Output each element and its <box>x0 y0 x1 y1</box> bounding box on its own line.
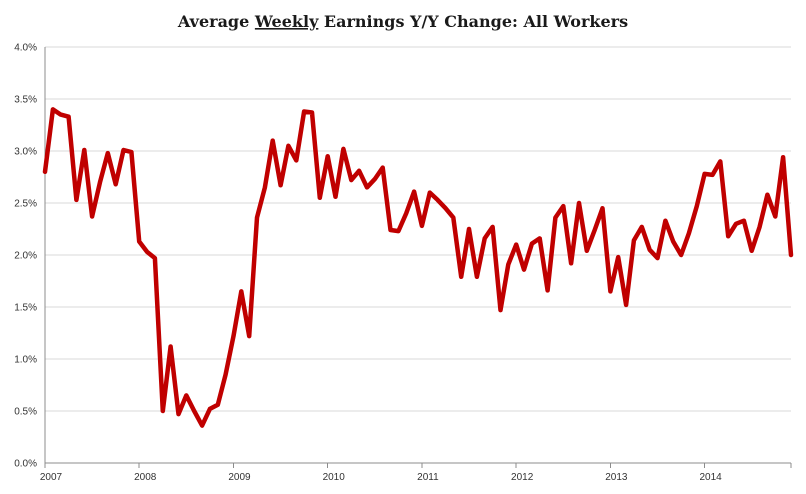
y-tick-label: 2.5% <box>14 199 37 210</box>
y-tick-label: 3.5% <box>14 95 37 106</box>
y-axis-tick-labels: 0.0% 0.5% 1.0% 1.5% 2.0% 2.5% 3.0% 3.5% 4.0% <box>14 43 37 470</box>
chart-title: Average Weekly Earnings Y/Y Change: All … <box>177 12 628 31</box>
y-tick-label: 3.0% <box>14 147 37 158</box>
title-suffix: Earnings Y/Y Change: All Workers <box>318 12 628 31</box>
x-tick-label: 2013 <box>605 472 628 483</box>
y-tick-label: 4.0% <box>14 43 37 54</box>
series-lines <box>42 107 794 428</box>
x-tick-label: 2012 <box>511 472 534 483</box>
title-prefix: Average <box>177 12 255 31</box>
y-tick-label: 0.5% <box>14 407 37 418</box>
x-tick-label: 2008 <box>134 472 157 483</box>
x-tick-label: 2014 <box>699 472 722 483</box>
x-tick-label: 2011 <box>417 472 439 483</box>
y-tick-label: 0.0% <box>14 459 37 470</box>
y-tick-label: 1.0% <box>14 355 37 366</box>
y-tick-label: 1.5% <box>14 303 37 314</box>
y-tick-label: 2.0% <box>14 251 37 262</box>
axes <box>44 47 792 468</box>
series-line <box>42 107 794 428</box>
title-emphasis: Weekly <box>254 12 319 31</box>
x-tick-label: 2009 <box>228 472 251 483</box>
x-tick-label: 2010 <box>323 472 346 483</box>
x-axis-tick-labels: 2007 2008 2009 2010 2011 2012 2013 2014 <box>40 472 722 483</box>
x-tick-label: 2007 <box>40 472 63 483</box>
